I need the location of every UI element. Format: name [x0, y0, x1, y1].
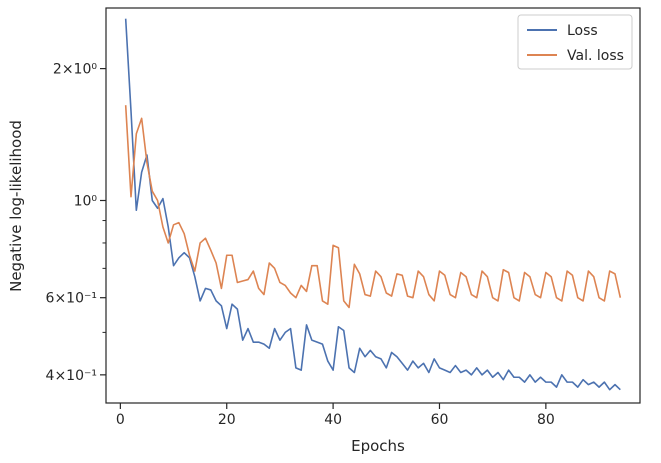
plot-frame — [105, 7, 641, 404]
x-tick-label: 40 — [324, 412, 342, 428]
tick-labels-layer: 0 20 40 60 80 4×10⁻¹ 6×10⁻¹ 10⁰ 2×10⁰ — [46, 62, 555, 428]
y-axis-label: Negative log-likelihood — [7, 120, 25, 292]
series-lines-layer — [124, 18, 622, 391]
x-tick-label: 80 — [537, 412, 555, 428]
legend-label-loss: Loss — [567, 23, 598, 39]
y-tick-label: 10⁰ — [74, 193, 98, 209]
y-tick-label: 6×10⁻¹ — [46, 291, 97, 307]
y-tick-label: 2×10⁰ — [53, 62, 97, 78]
x-tick-label: 60 — [431, 412, 449, 428]
x-tick-label: 0 — [116, 412, 125, 428]
series-line-loss — [124, 18, 621, 391]
x-axis-label: Epochs — [351, 437, 405, 455]
tick-marks-layer — [100, 67, 547, 409]
x-tick-label: 20 — [218, 412, 236, 428]
legend: Loss Val. loss — [517, 14, 633, 70]
y-tick-label: 4×10⁻¹ — [46, 368, 97, 384]
legend-label-val-loss: Val. loss — [567, 48, 624, 64]
series-line-val-loss — [124, 105, 622, 309]
